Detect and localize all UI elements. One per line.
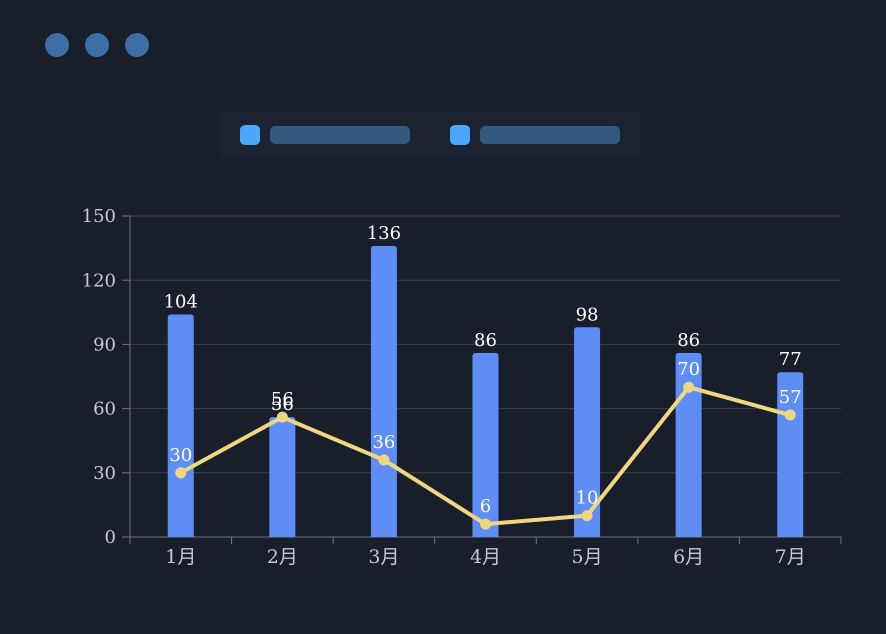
legend-swatch-icon: [240, 125, 260, 145]
bar-value-label-5月: 98: [576, 304, 599, 325]
x-axis-label-7月: 7月: [775, 546, 806, 568]
x-axis-label-5月: 5月: [572, 546, 603, 568]
legend-item-bar-series[interactable]: [240, 125, 410, 145]
line-point-5月[interactable]: [581, 510, 593, 522]
y-axis-label-0: 0: [105, 527, 116, 548]
bar-5月[interactable]: [574, 327, 601, 537]
bar-3月[interactable]: [370, 245, 397, 537]
line-value-label-4月: 6: [480, 496, 491, 517]
line-value-label-6月: 70: [677, 359, 700, 380]
bar-value-label-4月: 86: [474, 330, 497, 351]
y-axis-label-30: 30: [93, 463, 116, 484]
legend-swatch-icon: [450, 125, 470, 145]
line-value-label-1月: 30: [169, 445, 192, 466]
line-point-6月[interactable]: [683, 381, 695, 393]
bar-1月[interactable]: [167, 314, 194, 537]
chart-legend: [220, 112, 640, 158]
y-axis-label-60: 60: [93, 399, 116, 420]
bar-value-label-3月: 136: [367, 223, 401, 244]
bar-2月[interactable]: [269, 417, 296, 537]
line-point-3月[interactable]: [378, 454, 390, 466]
bar-6月[interactable]: [675, 352, 702, 537]
y-axis-label-90: 90: [93, 335, 116, 356]
window-control-dot-1[interactable]: [45, 33, 69, 57]
line-point-7月[interactable]: [784, 409, 796, 421]
window-control-dot-3[interactable]: [125, 33, 149, 57]
bar-value-label-7月: 77: [779, 349, 802, 370]
bar-4月[interactable]: [472, 352, 499, 537]
bar-value-label-6月: 86: [677, 330, 700, 351]
line-point-1月[interactable]: [175, 467, 187, 479]
legend-item-line-series[interactable]: [450, 125, 620, 145]
legend-label-placeholder: [480, 126, 620, 144]
line-point-4月[interactable]: [480, 518, 491, 530]
x-axis-label-6月: 6月: [673, 546, 704, 568]
bar-value-label-2月: 56: [271, 394, 294, 415]
x-axis-label-2月: 2月: [267, 546, 298, 568]
x-axis-label-1月: 1月: [165, 546, 196, 568]
line-value-label-2月: 56: [271, 389, 294, 410]
x-axis-label-4月: 4月: [470, 546, 501, 568]
x-axis-label-3月: 3月: [368, 546, 399, 568]
line-value-label-5月: 10: [576, 488, 599, 509]
line-value-label-7月: 57: [779, 387, 802, 408]
y-axis-label-120: 120: [82, 270, 116, 291]
window-titlebar: [45, 33, 149, 57]
window-control-dot-2[interactable]: [85, 33, 109, 57]
bar-value-label-1月: 104: [164, 291, 198, 312]
y-axis-label-150: 150: [82, 206, 116, 227]
line-point-2月[interactable]: [276, 411, 288, 423]
legend-label-placeholder: [270, 126, 410, 144]
line-value-label-3月: 36: [372, 432, 395, 453]
